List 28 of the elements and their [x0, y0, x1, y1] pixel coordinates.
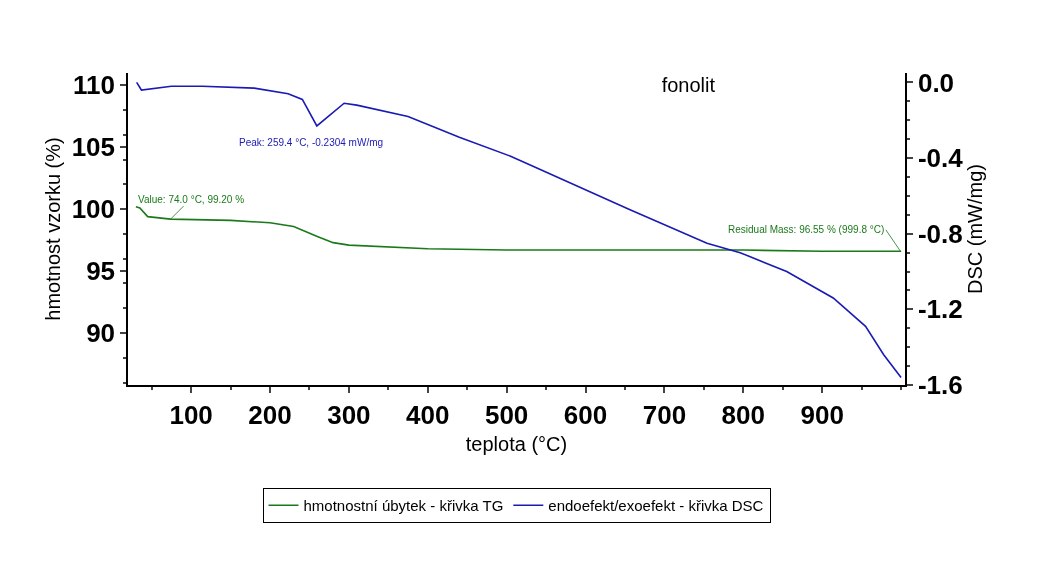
y-tick-label: 110	[73, 70, 116, 101]
y-axis-title: hmotnost vzorku (%)	[41, 137, 64, 321]
y2-tick-label: 0.0	[917, 67, 955, 98]
annotation: Peak: 259.4 °C, -0.2304 mW/mg	[239, 137, 384, 148]
x-tick-label: 600	[563, 399, 608, 430]
legend-label: hmotnostní úbytek - křivka TG	[303, 497, 504, 515]
x-axis-title: teplota (°C)	[465, 432, 568, 455]
y2-tick-label: -0.8	[917, 218, 963, 249]
y-tick-label: 95	[86, 256, 116, 287]
y2-tick-label: -1.6	[917, 370, 963, 401]
x-tick-label: 200	[248, 399, 292, 430]
y-tick-label: 90	[86, 318, 116, 349]
x-tick-label: 800	[721, 399, 765, 430]
y2-tick-label: -1.2	[917, 294, 963, 325]
annotation: Residual Mass: 96.55 % (999.8 °C)	[728, 224, 885, 235]
x-tick-label: 900	[800, 399, 844, 430]
y2-axis-title: DSC (mW/mg)	[964, 164, 987, 294]
legend-label: endoefekt/exoefekt - křivka DSC	[548, 497, 764, 515]
annotation: Value: 74.0 °C, 99.20 %	[138, 194, 245, 205]
x-tick-label: 300	[327, 399, 371, 430]
y2-tick-label: -0.4	[917, 143, 964, 174]
x-tick-label: 700	[642, 399, 687, 430]
x-tick-label: 500	[484, 399, 529, 430]
y-tick-label: 105	[71, 132, 116, 163]
y-tick-label: 100	[71, 194, 116, 225]
x-tick-label: 100	[169, 399, 213, 430]
x-tick-label: 400	[406, 399, 450, 430]
chart-title: fonolit	[661, 74, 716, 96]
